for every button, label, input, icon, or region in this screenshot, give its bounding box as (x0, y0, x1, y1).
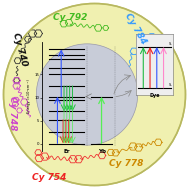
Text: Cy 740: Cy 740 (11, 32, 28, 67)
Text: Cy 748: Cy 748 (8, 96, 17, 130)
Text: Cy 778: Cy 778 (109, 159, 144, 168)
Text: Cy 754: Cy 754 (32, 173, 67, 182)
Text: Cy 792: Cy 792 (53, 13, 87, 22)
Circle shape (4, 4, 185, 185)
Text: Cy 784: Cy 784 (123, 12, 148, 46)
Circle shape (36, 44, 138, 145)
